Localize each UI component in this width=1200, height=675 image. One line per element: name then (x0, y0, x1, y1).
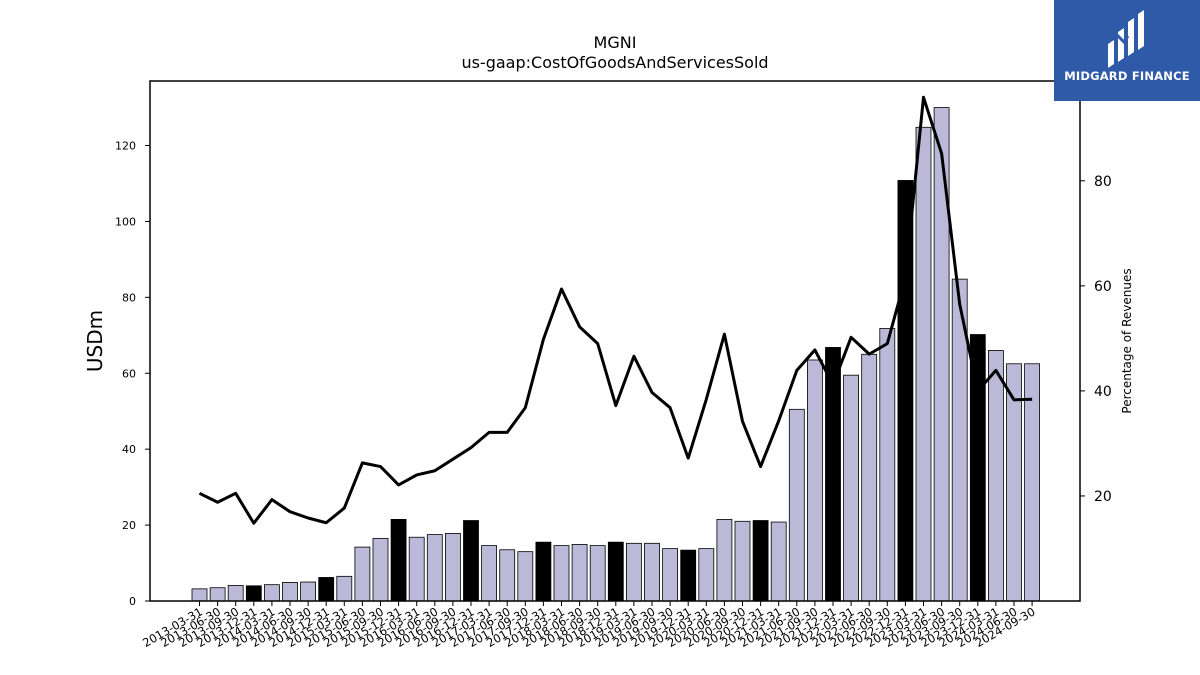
bar (499, 549, 516, 602)
bar (408, 536, 425, 602)
bar (227, 585, 244, 602)
bar (390, 518, 407, 602)
bar (861, 353, 878, 602)
y-right-tick-label: 60 (1094, 279, 1112, 295)
bar (354, 546, 371, 602)
midgard-finance-logo: MIDGARD FINANCE (1054, 0, 1200, 101)
bar (372, 537, 389, 602)
bar (191, 588, 208, 602)
bar (879, 328, 896, 602)
y-right-axis-label: Percentage of Revenues (1120, 268, 1134, 413)
bar (571, 544, 588, 602)
bar (734, 520, 751, 602)
bar (481, 545, 498, 602)
bar (300, 581, 317, 602)
plot-frame (149, 80, 1081, 602)
bar (607, 541, 624, 602)
bar (644, 542, 660, 602)
y-right-tick-label: 20 (1094, 489, 1112, 505)
bar (553, 545, 570, 602)
chart-title: MGNI (593, 33, 637, 52)
midgard-logo-icon (1108, 10, 1144, 68)
bar (282, 582, 298, 602)
bar (263, 584, 280, 602)
bar (426, 534, 443, 602)
bar (716, 518, 733, 602)
bar (843, 374, 859, 602)
bar (788, 408, 805, 602)
bar (444, 533, 461, 602)
bar (969, 334, 986, 602)
bar (915, 126, 932, 602)
bar (209, 587, 226, 602)
bar (698, 548, 715, 602)
logo-text: MIDGARD FINANCE (1064, 69, 1190, 83)
bar (988, 350, 1004, 602)
chart-subtitle: us-gaap:CostOfGoodsAndServicesSold (461, 53, 769, 72)
bar (336, 575, 353, 602)
bar (463, 520, 479, 602)
y-axis-label: USDm (83, 310, 107, 372)
bar (517, 551, 534, 602)
bar (770, 521, 787, 602)
y-tick-label: 120 (115, 140, 136, 153)
y-right-tick-label: 40 (1094, 384, 1112, 400)
y-tick-label: 100 (115, 215, 136, 228)
bar (318, 577, 335, 602)
bar (535, 541, 552, 602)
bar (933, 107, 950, 602)
y-right-tick-label: 80 (1094, 174, 1112, 190)
y-tick-label: 60 (122, 367, 136, 380)
bar (807, 359, 823, 602)
y-tick-label: 20 (122, 519, 136, 532)
bar (589, 545, 606, 602)
bar (662, 548, 678, 602)
bar (752, 520, 769, 602)
bar (626, 542, 642, 602)
bar (680, 549, 697, 602)
bar (897, 180, 914, 602)
bar (245, 585, 262, 602)
y-tick-label: 80 (122, 291, 136, 304)
y-tick-label: 0 (129, 595, 136, 608)
y-tick-label: 40 (122, 443, 136, 456)
